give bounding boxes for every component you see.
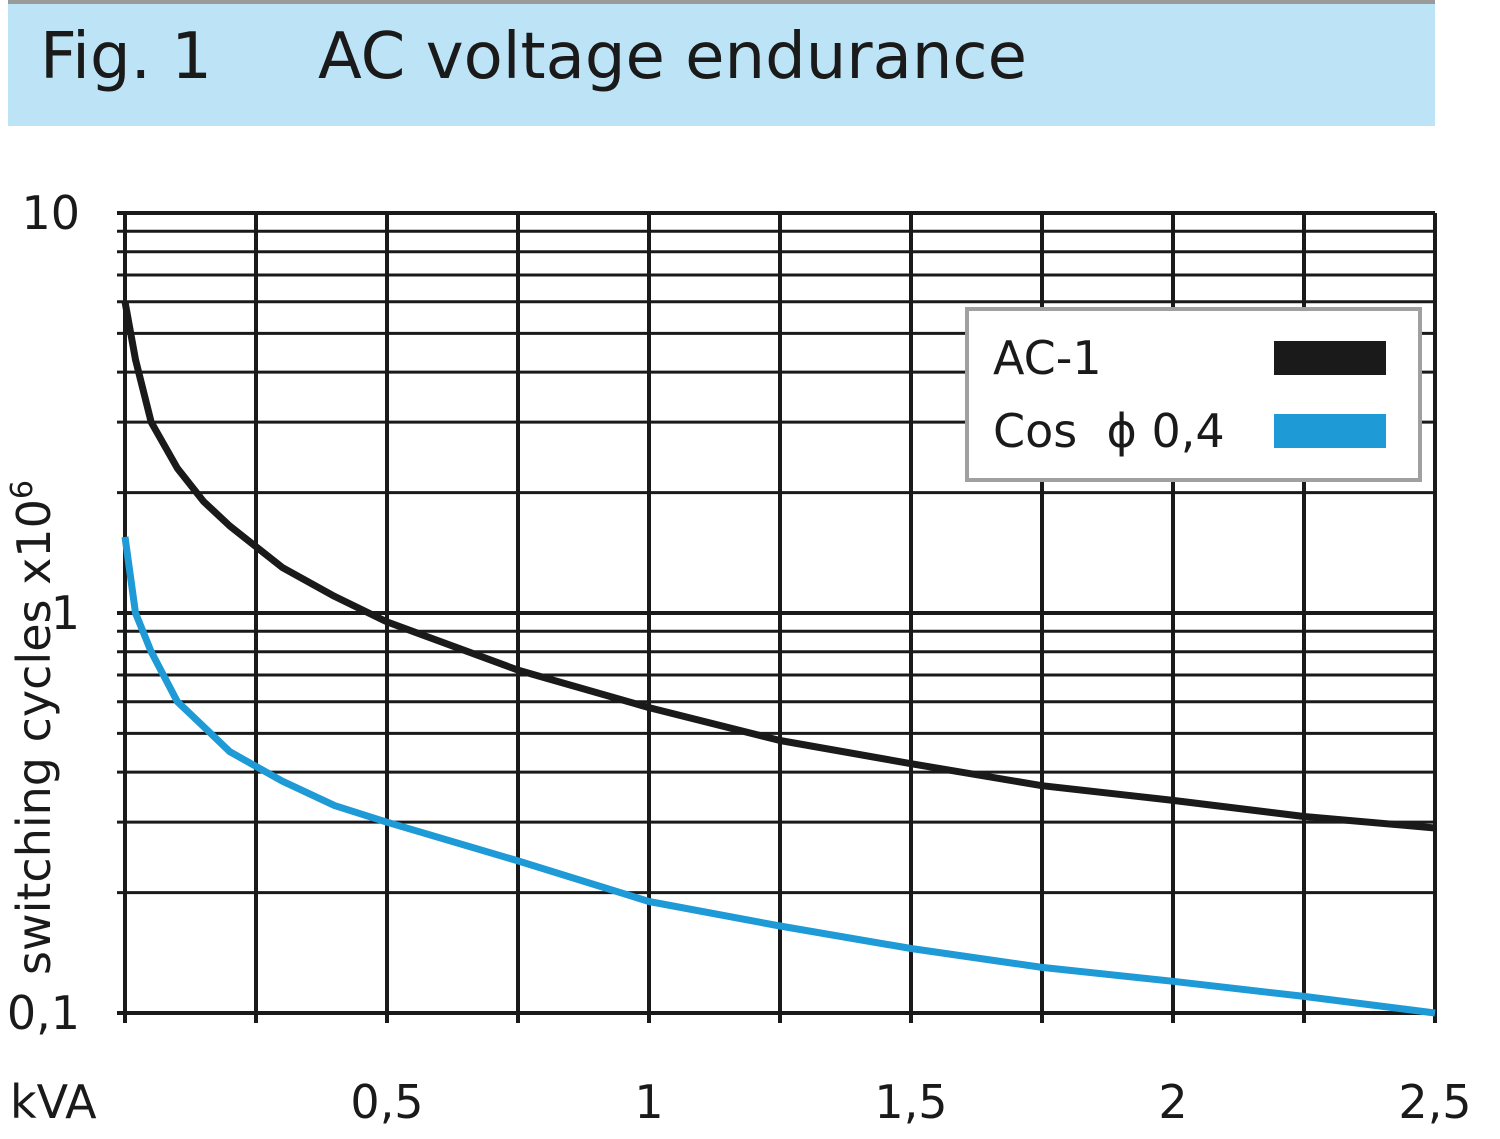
- x-tick-label: 1: [634, 1075, 663, 1129]
- chart-title: AC voltage endurance: [318, 20, 1027, 94]
- axis-labels: 0,1 1 10 0,5 1 1,5 2 2,5 kVA switching cycles x10…: [5, 186, 1472, 1129]
- legend-swatch: [1274, 414, 1386, 448]
- x-tick-label: 0,5: [350, 1075, 423, 1129]
- x-tick-label: 1,5: [874, 1075, 947, 1129]
- y-tick-label: 1: [51, 586, 80, 640]
- figure-header: Fig. 1 AC voltage endurance: [8, 0, 1435, 126]
- grid: [117, 211, 1437, 1023]
- series-line-cos-phi: [121, 536, 1436, 1017]
- y-axis-label: switching cycles x106: [5, 480, 61, 975]
- legend-box: [965, 307, 1422, 482]
- figure-number: Fig. 1: [40, 20, 212, 94]
- legend-label: Cos ϕ 0,4: [993, 404, 1225, 458]
- x-tick-label: 2: [1158, 1075, 1187, 1129]
- y-axis-label-main: switching cycles x10: [7, 499, 61, 975]
- series-line-ac1: [121, 301, 1436, 832]
- y-axis-label-exponent: 6: [5, 480, 40, 499]
- legend: AC-1 Cos ϕ 0,4: [965, 307, 1422, 482]
- series-layer: [121, 301, 1436, 1017]
- y-tick-label: 10: [21, 186, 80, 240]
- x-tick-label: 2,5: [1398, 1075, 1471, 1129]
- legend-swatch: [1274, 341, 1386, 375]
- y-tick-label: 0,1: [7, 986, 80, 1040]
- x-axis-label: kVA: [10, 1075, 97, 1129]
- legend-label: AC-1: [993, 331, 1102, 385]
